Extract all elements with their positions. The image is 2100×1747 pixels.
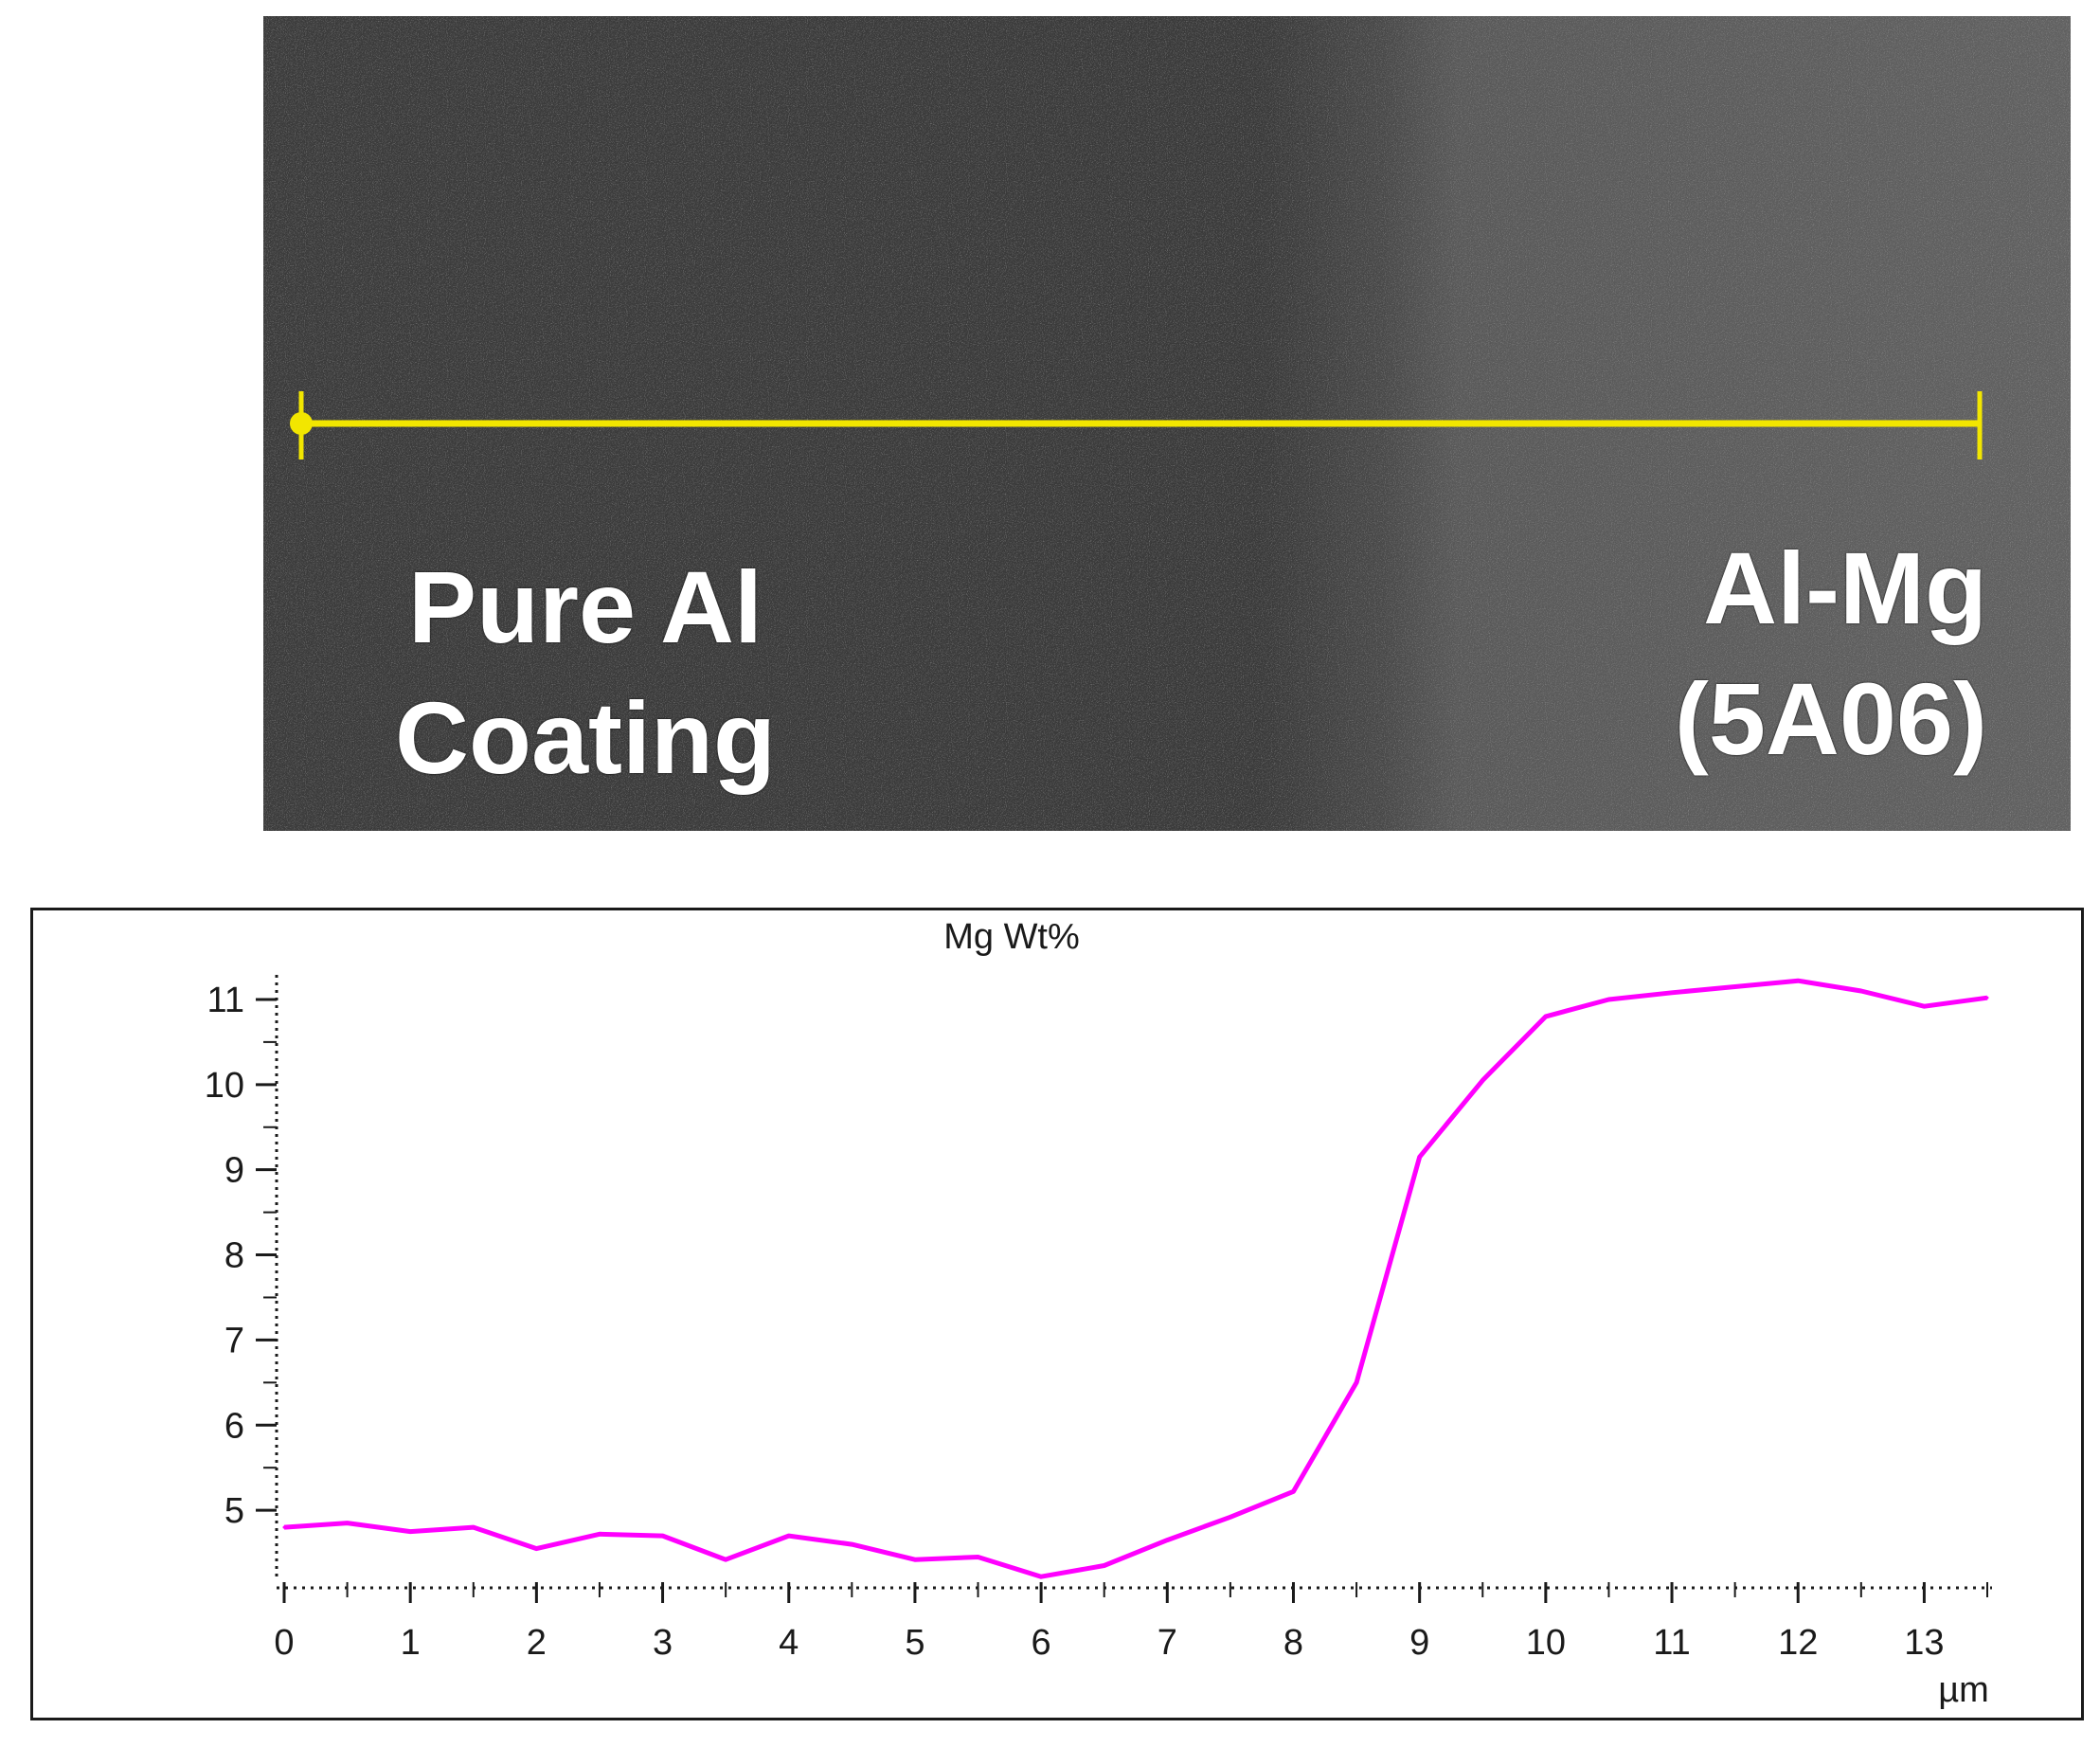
data-point [408, 1530, 412, 1534]
data-point [1103, 1564, 1106, 1568]
x-tick-label-9: 9 [1409, 1623, 1429, 1663]
x-tick-label-5: 5 [905, 1623, 924, 1663]
right-label-line2: (5A06) [1674, 661, 1987, 776]
data-point [1229, 1515, 1232, 1519]
data-point [1796, 979, 1800, 982]
data-point [977, 1556, 980, 1559]
data-point [472, 1525, 476, 1529]
x-axis-label: µm [1938, 1670, 1989, 1710]
data-point [1355, 1380, 1358, 1384]
x-tick-label-6: 6 [1032, 1623, 1051, 1663]
data-point [1039, 1575, 1043, 1578]
x-tick-label-2: 2 [527, 1623, 547, 1663]
x-tick-label-0: 0 [274, 1623, 294, 1663]
data-point [1418, 1155, 1422, 1159]
left-label-line1: Pure Al [407, 549, 763, 664]
data-point [1859, 989, 1863, 993]
data-point [534, 1547, 538, 1551]
data-point [1985, 996, 1989, 1000]
x-tick-label-8: 8 [1283, 1623, 1303, 1663]
y-tick-label-8: 8 [224, 1236, 244, 1276]
y-tick-label-11: 11 [207, 981, 244, 1020]
data-point [282, 1525, 286, 1529]
x-tick-label-12: 12 [1778, 1623, 1818, 1663]
x-tick-label-13: 13 [1904, 1623, 1944, 1663]
linescan-start-marker [290, 412, 313, 435]
series-line-0 [283, 978, 1988, 1579]
y-tick-label-7: 7 [224, 1321, 244, 1360]
data-point [724, 1558, 727, 1561]
x-tick-label-7: 7 [1158, 1623, 1177, 1663]
data-point [661, 1534, 665, 1538]
y-tick-label-9: 9 [224, 1151, 244, 1191]
right-label-line1: Al-Mg [1703, 531, 1987, 645]
micrograph-image [263, 16, 2071, 831]
data-point [1670, 991, 1674, 995]
x-tick-label-11: 11 [1653, 1623, 1690, 1663]
chart-title: Mg Wt% [943, 917, 1080, 957]
y-tick-label-10: 10 [205, 1066, 244, 1106]
pure-al-coating-label: Pure Al Coating [358, 542, 813, 803]
data-point [1544, 1015, 1548, 1018]
y-tick-label-5: 5 [224, 1491, 244, 1531]
data-point [1922, 1004, 1926, 1008]
data-point [787, 1534, 791, 1538]
data-point [1165, 1539, 1169, 1542]
data-point [1291, 1489, 1295, 1493]
x-tick-label-1: 1 [401, 1623, 421, 1663]
data-point [1733, 984, 1737, 988]
data-point [1606, 998, 1610, 1001]
linescan-chart: Mg Wt% 0 1 2 3 4 5 6 7 8 9 10 11 12 13 5 6 7 8 9 10 11 µm [30, 908, 2084, 1720]
x-tick-label-10: 10 [1526, 1623, 1566, 1663]
data-point [598, 1532, 601, 1536]
data-point [913, 1558, 917, 1561]
al-mg-substrate-label: Al-Mg (5A06) [1627, 523, 1987, 784]
chart-series-layer [282, 978, 1989, 1579]
y-tick-label-6: 6 [224, 1406, 244, 1446]
x-tick-label-3: 3 [653, 1623, 673, 1663]
x-tick-label-4: 4 [779, 1623, 799, 1663]
sem-micrograph: Pure Al Coating Al-Mg (5A06) [263, 16, 2071, 831]
left-label-line2: Coating [395, 680, 776, 795]
data-point [346, 1522, 350, 1525]
data-point [850, 1542, 853, 1546]
data-point [1481, 1078, 1484, 1082]
